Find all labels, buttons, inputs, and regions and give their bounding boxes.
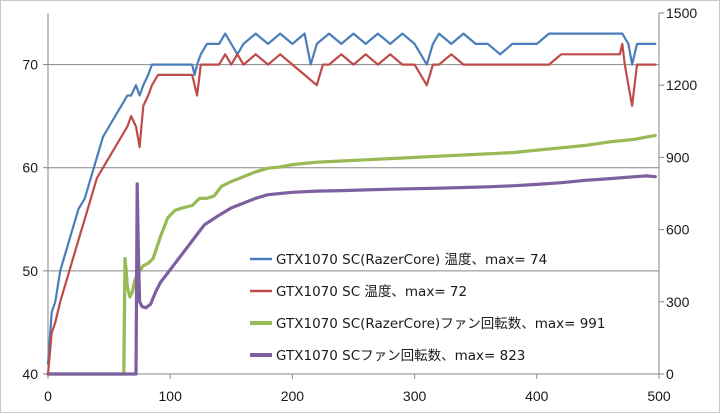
y-left-tick-label: 50	[22, 263, 38, 279]
series-line-2	[46, 42, 657, 376]
axes	[43, 12, 664, 379]
y-right-tick-label: 900	[666, 149, 690, 165]
legend-label-1: GTX1070 SC(RazerCore) 温度、max= 74	[276, 252, 547, 268]
x-tick-label: 0	[44, 388, 52, 404]
y-right-tick-label: 0	[666, 366, 674, 382]
y-left-tick-label: 40	[22, 366, 38, 382]
y-right-tick-label: 1200	[666, 77, 697, 93]
y-left-tick-label: 60	[22, 160, 38, 176]
y-right-tick-label: 300	[666, 294, 690, 310]
legend-label-3: GTX1070 SC(RazerCore)ファン回転数、max= 991	[276, 316, 605, 332]
legend-label-4: GTX1070 SCファン回転数、max= 823	[276, 348, 525, 364]
tick-labels: 40 50 60 70 0 300 600 900 1200 1500 0 100 200 300 400 5…	[22, 5, 697, 404]
x-tick-label: 400	[525, 388, 549, 404]
x-tick-label: 300	[403, 388, 427, 404]
series-line-3	[46, 133, 657, 376]
legend: GTX1070 SC(RazerCore) 温度、max= 74 GTX1070 …	[250, 252, 605, 364]
series-line-1	[46, 32, 657, 365]
y-right-tick-label: 1500	[666, 5, 697, 21]
y-right-tick-label: 600	[666, 222, 690, 238]
series-layer	[46, 32, 657, 376]
series-line-4	[46, 174, 657, 376]
x-tick-label: 500	[647, 388, 671, 404]
y-left-tick-label: 70	[22, 57, 38, 73]
x-tick-label: 200	[281, 388, 305, 404]
legend-label-2: GTX1070 SC 温度、max= 72	[276, 284, 467, 300]
x-tick-label: 100	[159, 388, 183, 404]
